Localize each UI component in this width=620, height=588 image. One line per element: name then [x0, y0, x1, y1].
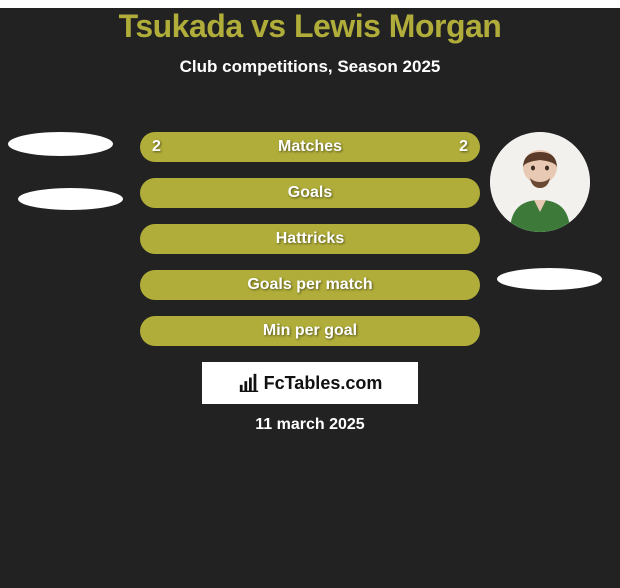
stat-label: Min per goal: [263, 322, 357, 340]
stat-label: Goals: [288, 184, 332, 202]
stat-row: Min per goal: [140, 316, 480, 346]
branding-badge: FcTables.com: [202, 362, 418, 404]
stat-row: Hattricks: [140, 224, 480, 254]
stat-label: Goals per match: [247, 276, 372, 294]
player-left-avatar-placeholder-1: [8, 132, 113, 156]
date-label: 11 march 2025: [0, 416, 620, 434]
stat-value-left: 2: [152, 138, 161, 156]
page-title: Tsukada vs Lewis Morgan: [0, 8, 620, 45]
person-icon: [490, 132, 590, 232]
stat-rows: 2 Matches 2 Goals Hattricks Goals per match Mi…: [140, 132, 480, 362]
comparison-card: Tsukada vs Lewis Morgan Club competition…: [0, 8, 620, 588]
stat-row: 2 Matches 2: [140, 132, 480, 162]
bar-chart-icon: [238, 372, 260, 394]
stat-value-right: 2: [459, 138, 468, 156]
stat-label: Hattricks: [276, 230, 344, 248]
branding-text: FcTables.com: [264, 373, 383, 394]
player-right-avatar: [490, 132, 590, 232]
stat-row: Goals per match: [140, 270, 480, 300]
player-left-avatar-placeholder-2: [18, 188, 123, 210]
stat-row: Goals: [140, 178, 480, 208]
stat-label: Matches: [278, 138, 342, 156]
page-subtitle: Club competitions, Season 2025: [0, 57, 620, 77]
player-right-name-placeholder: [497, 268, 602, 290]
